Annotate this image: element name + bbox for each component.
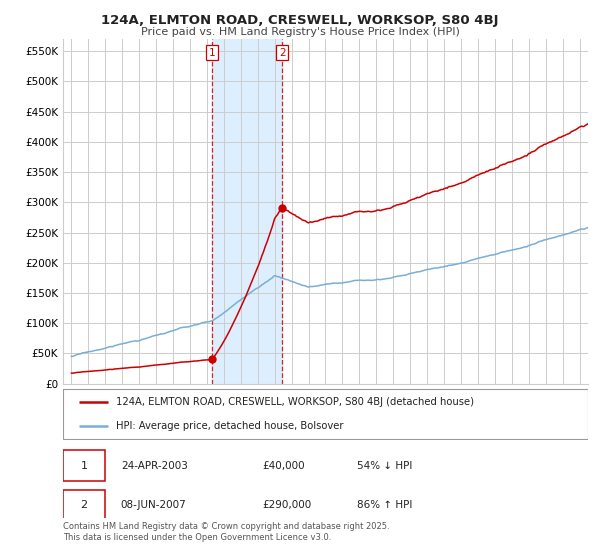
- Text: 54% ↓ HPI: 54% ↓ HPI: [357, 460, 412, 470]
- Text: Price paid vs. HM Land Registry's House Price Index (HPI): Price paid vs. HM Land Registry's House …: [140, 27, 460, 37]
- Text: 08-JUN-2007: 08-JUN-2007: [121, 500, 187, 510]
- Text: Contains HM Land Registry data © Crown copyright and database right 2025.
This d: Contains HM Land Registry data © Crown c…: [63, 522, 389, 542]
- Text: HPI: Average price, detached house, Bolsover: HPI: Average price, detached house, Bols…: [115, 421, 343, 431]
- FancyBboxPatch shape: [63, 389, 588, 438]
- Text: 2: 2: [80, 500, 88, 510]
- Text: 86% ↑ HPI: 86% ↑ HPI: [357, 500, 412, 510]
- Text: £290,000: £290,000: [263, 500, 312, 510]
- Bar: [212, 39, 282, 384]
- Text: 2: 2: [279, 48, 286, 58]
- Text: 124A, ELMTON ROAD, CRESWELL, WORKSOP, S80 4BJ (detached house): 124A, ELMTON ROAD, CRESWELL, WORKSOP, S8…: [115, 397, 473, 407]
- FancyBboxPatch shape: [63, 489, 105, 520]
- Text: 1: 1: [209, 48, 215, 58]
- FancyBboxPatch shape: [63, 450, 105, 481]
- Text: 124A, ELMTON ROAD, CRESWELL, WORKSOP, S80 4BJ: 124A, ELMTON ROAD, CRESWELL, WORKSOP, S8…: [101, 14, 499, 27]
- Text: 24-APR-2003: 24-APR-2003: [121, 460, 188, 470]
- Text: 1: 1: [80, 460, 88, 470]
- Text: £40,000: £40,000: [263, 460, 305, 470]
